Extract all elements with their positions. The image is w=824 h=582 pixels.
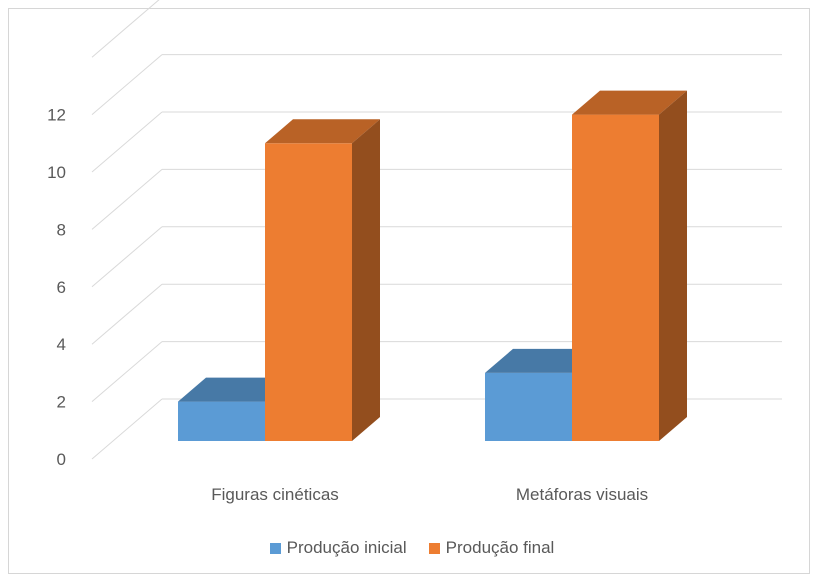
bar-0-1 [485, 372, 572, 441]
legend-swatch-final [428, 542, 440, 554]
legend-item-final: Produção final [428, 538, 555, 558]
y-tick-label: 6 [57, 278, 66, 297]
bar-top-0-0 [178, 377, 293, 402]
gridline-diagonal [91, 341, 163, 402]
x-category-label: Metáforas visuais [516, 485, 648, 504]
gridline-diagonal [91, 0, 160, 58]
gridline-diagonal [91, 226, 163, 288]
bar-side-1-1 [659, 90, 687, 441]
bar-top-0-1 [485, 348, 600, 373]
gridline-diagonal [91, 169, 163, 230]
bar-0-0 [178, 401, 265, 441]
legend-item-initial: Produção inicial [269, 538, 407, 558]
gridline-diagonal [91, 398, 163, 460]
x-category-label: Figuras cinéticas [211, 485, 339, 504]
bar-1-1 [572, 114, 659, 441]
y-tick-label: 4 [57, 335, 66, 354]
chart-legend: Produção inicial Produção final [0, 538, 824, 558]
y-tick-label: 2 [57, 393, 66, 412]
gridline-diagonal [91, 283, 163, 345]
bar-top-1-1 [572, 90, 687, 115]
legend-label-initial: Produção inicial [286, 538, 407, 557]
legend-swatch-initial [269, 542, 281, 554]
gridline-diagonal [91, 111, 163, 173]
legend-label-final: Produção final [445, 538, 555, 557]
figure-caption-cropped [0, 0, 824, 8]
bar-1-0 [265, 143, 352, 442]
y-tick-label: 12 [47, 106, 66, 125]
bar-side-1-0 [352, 119, 380, 442]
gridline-diagonal [91, 54, 163, 115]
bar-top-1-0 [265, 119, 380, 144]
y-tick-label: 0 [57, 450, 66, 469]
y-tick-label: 10 [47, 163, 66, 182]
y-tick-label: 8 [57, 220, 66, 239]
